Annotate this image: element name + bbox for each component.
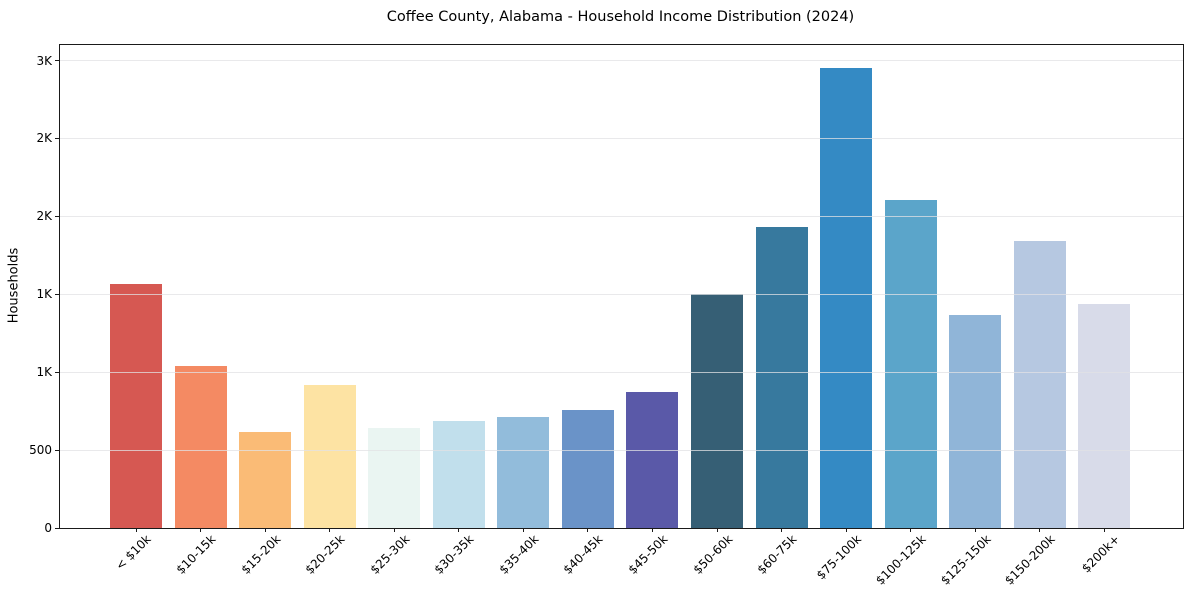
- x-tick-label: $35-40k: [496, 532, 542, 577]
- x-tick: [716, 528, 718, 532]
- bar-40-45k: [561, 409, 614, 528]
- gridline: [60, 137, 1183, 139]
- gridline: [60, 449, 1183, 451]
- bar-15-20k: [239, 432, 292, 528]
- bar-25-30k: [368, 428, 421, 528]
- y-tick: [55, 60, 59, 62]
- x-tick-label: $20-25k: [302, 532, 348, 577]
- y-tick-label: 500: [29, 443, 52, 458]
- y-tick: [55, 527, 59, 529]
- x-tick: [135, 528, 137, 532]
- x-tick: [781, 528, 783, 532]
- bar-100-125k: [884, 200, 937, 528]
- x-tick: [974, 528, 976, 532]
- y-tick-label: 2K: [36, 131, 52, 146]
- y-tick-label: 1K: [36, 365, 52, 380]
- x-tick: [845, 528, 847, 532]
- gridline: [60, 371, 1183, 373]
- y-tick: [55, 293, 59, 295]
- bar-150-200k: [1013, 241, 1066, 528]
- y-axis-label: Households: [6, 247, 22, 324]
- x-tick-label: $15-20k: [238, 532, 284, 577]
- chart-title: Coffee County, Alabama - Household Incom…: [386, 9, 855, 25]
- x-tick-label: $50-60k: [690, 532, 735, 577]
- x-tick: [910, 528, 912, 532]
- y-tick: [55, 137, 59, 139]
- bar-35-40k: [497, 416, 550, 528]
- x-tick-label: $200k+: [1078, 532, 1123, 576]
- y-tick-label: 3K: [36, 53, 52, 68]
- bar-30-35k: [432, 421, 485, 528]
- x-tick: [264, 528, 266, 532]
- x-tick-label: $45-50k: [625, 532, 671, 577]
- bar-10-15k: [174, 365, 227, 528]
- y-tick: [55, 449, 59, 451]
- gridline: [60, 293, 1183, 295]
- x-tick: [1039, 528, 1041, 532]
- x-tick: [458, 528, 460, 532]
- x-tick: [651, 528, 653, 532]
- y-tick-label: 1K: [36, 287, 52, 302]
- x-tick-label: $25-30k: [367, 532, 413, 577]
- gridline: [60, 60, 1183, 62]
- y-tick: [55, 215, 59, 217]
- x-tick-label: $10-15k: [173, 532, 219, 577]
- x-tick: [393, 528, 395, 532]
- plot-area: 0 500 1K 1K 2K 2K 3K < $10k $10-15k $15-20k $20-25…: [29, 44, 1184, 588]
- x-tick-label: $100-125k: [872, 532, 929, 588]
- y-tick-label: 0: [44, 521, 52, 535]
- bar-45-50k: [626, 391, 679, 528]
- x-tick: [522, 528, 524, 532]
- y-tick: [55, 371, 59, 373]
- bar-60-75k: [755, 227, 808, 528]
- x-tick-label: $40-45k: [560, 532, 606, 577]
- y-tick-label: 2K: [36, 209, 52, 224]
- x-tick-label: $75-100k: [813, 532, 865, 583]
- x-tick: [200, 528, 202, 532]
- bar-200k: [1078, 303, 1131, 528]
- bar-75-100k: [820, 68, 873, 528]
- x-tick: [587, 528, 589, 532]
- x-tick-label: $125-150k: [937, 532, 994, 588]
- gridline: [60, 215, 1183, 217]
- x-tick-label: $60-75k: [754, 532, 800, 577]
- x-tick-label: $30-35k: [431, 532, 477, 577]
- x-tick: [1103, 528, 1105, 532]
- bar-50-60k: [691, 293, 744, 528]
- bar-10k: [110, 284, 162, 528]
- bar-20-25k: [303, 384, 356, 528]
- x-tick: [329, 528, 331, 532]
- x-tick-label: $150-200k: [1002, 532, 1058, 588]
- bar-125-150k: [949, 314, 1002, 528]
- x-tick-label: < $10k: [113, 532, 154, 573]
